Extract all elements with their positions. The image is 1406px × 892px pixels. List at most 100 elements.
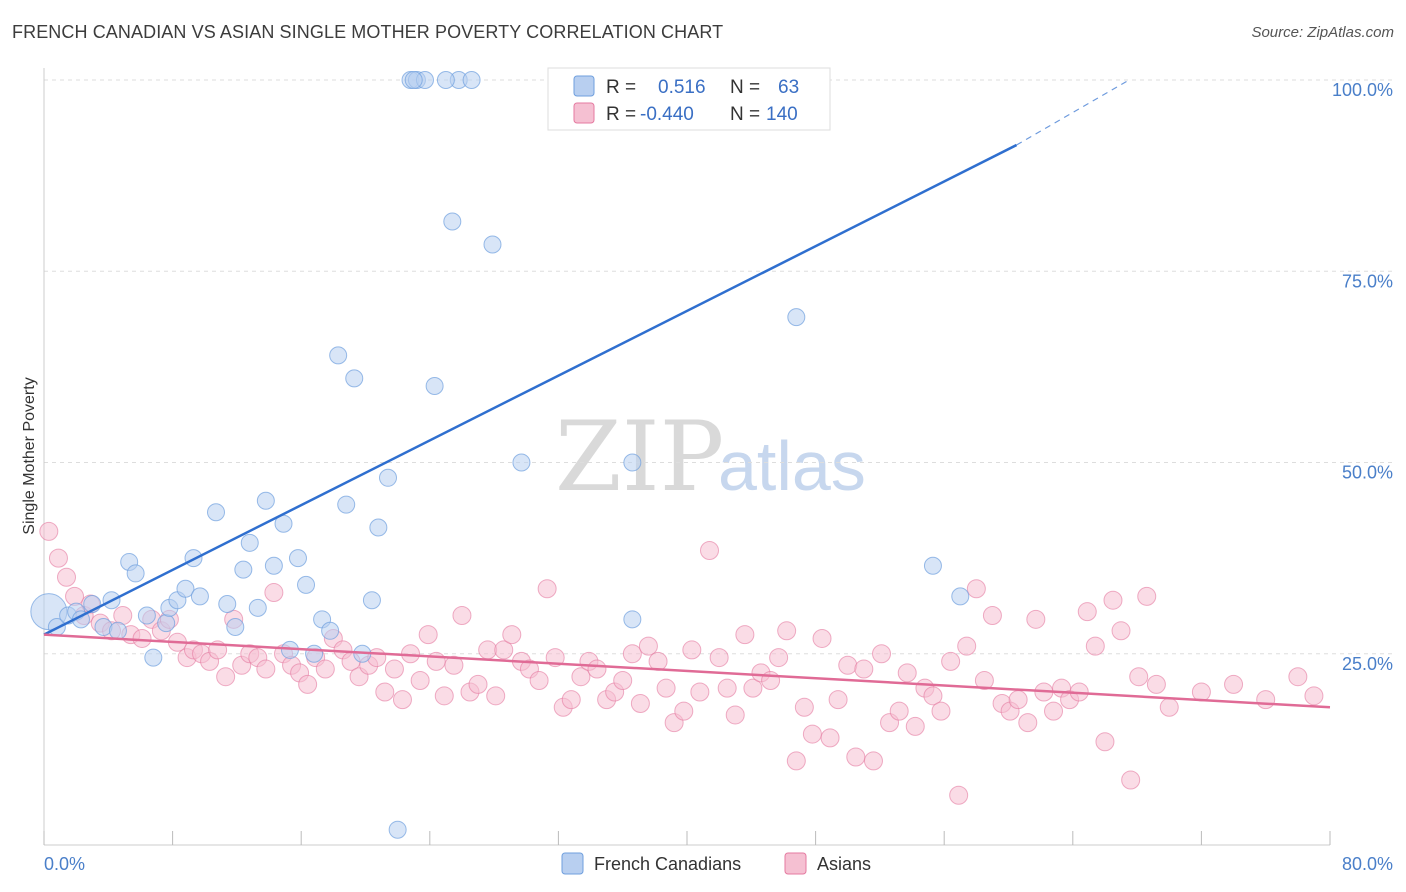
- asians-point: [889, 701, 909, 721]
- asians-point: [982, 606, 1002, 625]
- asians-point: [630, 693, 650, 713]
- stats-legend: R = 0.516 N = 63 R = -0.440 N = 140: [547, 67, 831, 131]
- french-canadians-n-label: N =: [730, 77, 760, 98]
- french-canadians-point: [108, 621, 127, 640]
- y-tick-label-25: 25.0%: [1342, 654, 1393, 674]
- asians-point: [974, 671, 994, 691]
- asians-point: [905, 716, 925, 736]
- french-canadians-point: [436, 71, 455, 89]
- asians-point: [478, 640, 498, 660]
- asians-point: [769, 648, 789, 668]
- asians-point: [571, 667, 591, 687]
- asians-point: [897, 663, 917, 683]
- asians-n-value: 140: [766, 104, 798, 125]
- french-canadians-point: [240, 533, 259, 552]
- trend-lines: [43, 79, 1331, 709]
- asians-point: [820, 728, 840, 748]
- asians-point: [794, 697, 814, 717]
- x-tick-marks: [43, 831, 1331, 845]
- legend-french-canadians-label: French Canadians: [594, 854, 741, 874]
- asians-point: [468, 674, 488, 694]
- french-canadians-point: [176, 579, 195, 598]
- y-tick-label-75: 75.0%: [1342, 271, 1393, 291]
- asians-point: [561, 690, 581, 710]
- french-canadians-point: [388, 820, 407, 839]
- asians-points: [39, 521, 1324, 805]
- french-canadians-r-label: R =: [606, 77, 636, 98]
- stats-legend-box: [547, 67, 831, 131]
- asians-point: [786, 751, 806, 771]
- french-canadians-point: [234, 560, 253, 579]
- asians-point: [39, 521, 59, 541]
- french-canadians-point: [305, 644, 324, 663]
- french-canadians-point: [190, 587, 209, 606]
- series-legend: French Canadians Asians: [561, 852, 871, 875]
- asians-point: [1129, 667, 1149, 687]
- french-canadians-point: [321, 621, 340, 640]
- french-canadians-point: [425, 377, 444, 395]
- asians-point: [256, 659, 276, 679]
- french-canadians-point: [264, 556, 283, 575]
- asians-point: [1256, 690, 1276, 710]
- asians-point: [622, 644, 642, 664]
- french-canadians-point: [256, 491, 275, 510]
- asians-point: [863, 751, 883, 771]
- asians-point: [690, 682, 710, 702]
- asians-point: [1304, 686, 1324, 706]
- asians-point: [838, 655, 858, 675]
- asians-point: [132, 628, 152, 648]
- french-canadians-point: [126, 564, 145, 583]
- french-canadians-point: [345, 369, 364, 388]
- asians-point: [735, 625, 755, 645]
- asians-point: [1288, 667, 1308, 687]
- french-canadians-point: [248, 598, 267, 617]
- asians-point: [957, 636, 977, 656]
- asians-point: [452, 606, 472, 625]
- asians-point: [725, 705, 745, 725]
- asians-point: [1018, 713, 1038, 733]
- legend-asians-swatch: [784, 852, 807, 875]
- asians-point: [1008, 690, 1028, 710]
- asians-point: [486, 686, 506, 706]
- french-canadians-point: [623, 453, 642, 472]
- asians-point: [941, 651, 961, 671]
- french-canadians-point: [362, 591, 381, 610]
- asians-point: [682, 640, 702, 660]
- asians-point: [444, 655, 464, 675]
- asians-point: [1026, 609, 1046, 629]
- legend-french-canadians-swatch: [561, 852, 584, 875]
- french-canadians-point: [157, 614, 176, 633]
- asians-point: [502, 625, 522, 645]
- french-canadians-point: [951, 587, 970, 606]
- french-canadians-point: [137, 606, 156, 625]
- asians-point: [1044, 701, 1064, 721]
- french-canadians-point: [379, 468, 398, 487]
- french-canadians-point: [297, 575, 316, 594]
- watermark-zip: ZIP: [555, 401, 724, 513]
- asians-swatch: [573, 102, 595, 124]
- french-canadians-point: [512, 453, 531, 472]
- french-canadians-point: [923, 556, 942, 575]
- french-canadians-n-value: 63: [778, 77, 799, 98]
- asians-point: [410, 671, 430, 691]
- asians-point: [743, 678, 763, 698]
- asians-point: [966, 579, 986, 599]
- french-canadians-point: [483, 235, 502, 254]
- asians-point: [113, 606, 133, 625]
- asians-point: [828, 690, 848, 710]
- french-canadians-point: [144, 648, 163, 667]
- french-canadians-point: [787, 308, 806, 327]
- asians-trend-line: [43, 633, 1331, 709]
- french-canadians-r-value: 0.516: [658, 77, 706, 98]
- watermark-atlas: atlas: [718, 427, 866, 505]
- asians-point: [923, 686, 943, 706]
- y-tick-label-50: 50.0%: [1342, 463, 1393, 483]
- french-canadians-swatch: [573, 75, 595, 97]
- asians-point: [638, 636, 658, 656]
- y-tick-label-100: 100.0%: [1332, 80, 1393, 100]
- asians-point: [846, 747, 866, 767]
- asians-point: [384, 659, 404, 679]
- french-canadians-point: [623, 610, 642, 629]
- asians-point: [1111, 621, 1131, 641]
